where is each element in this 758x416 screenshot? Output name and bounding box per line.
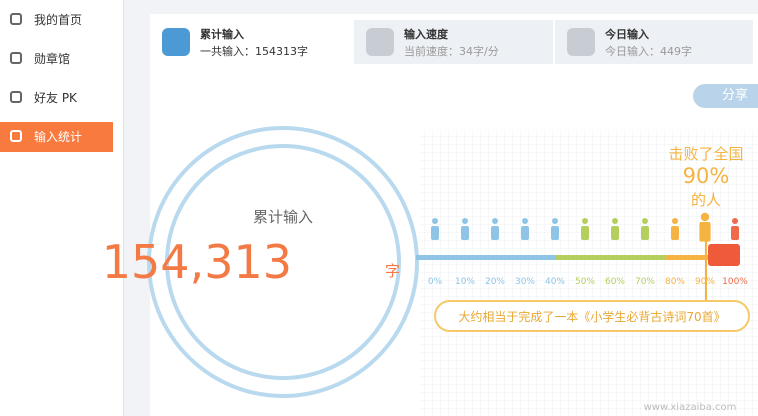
nav-label: 勋章馆 xyxy=(34,52,71,66)
nav-item[interactable]: 好友 PK xyxy=(0,83,113,113)
nav-item[interactable]: 我的首页 xyxy=(0,5,113,35)
tab[interactable]: 累计输入一共输入：154313字 xyxy=(150,20,353,64)
tab-title: 累计输入 xyxy=(200,28,244,41)
nav-label: 输入统计 xyxy=(34,130,83,144)
nav-label: 好友 PK xyxy=(34,91,77,105)
tab-title: 今日输入 xyxy=(605,28,649,41)
tab-subtitle: 一共输入：154313字 xyxy=(200,45,308,58)
nav-label: 我的首页 xyxy=(34,13,83,27)
tab-subtitle: 当前速度：34字/分 xyxy=(404,45,499,58)
tab[interactable]: 今日输入今日输入：449字 xyxy=(555,20,753,64)
nav-item[interactable]: 勋章馆 xyxy=(0,44,113,74)
share-button[interactable]: 分享 xyxy=(693,84,758,108)
tab-subtitle: 今日输入：449字 xyxy=(605,45,692,58)
panel: 累计输入 一共输入：154313字 输入速度 当前速度：34字/分 今日输入 今日输入… xyxy=(150,14,758,416)
tab-title: 输入速度 xyxy=(404,28,448,41)
sidebar: 我的首页 勋章馆 好友 PK 输入统计 xyxy=(0,0,124,416)
nav-item[interactable]: 输入统计 xyxy=(0,122,113,152)
tab[interactable]: 输入速度当前速度：34字/分 xyxy=(354,20,553,64)
